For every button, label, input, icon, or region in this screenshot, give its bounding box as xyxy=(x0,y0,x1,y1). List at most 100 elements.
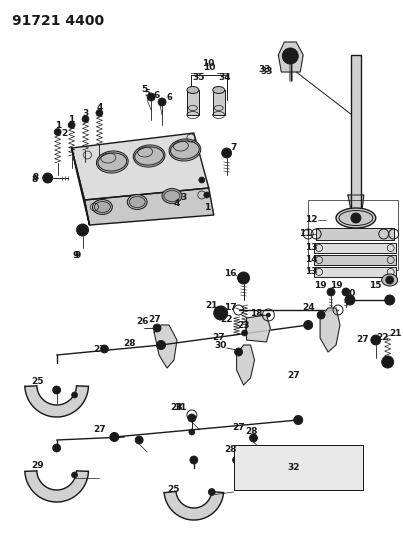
Ellipse shape xyxy=(133,145,165,167)
Text: 22: 22 xyxy=(376,334,389,343)
Text: 2: 2 xyxy=(62,128,68,138)
Text: 13: 13 xyxy=(305,268,318,277)
Circle shape xyxy=(72,392,77,398)
Text: 4: 4 xyxy=(174,199,180,208)
Text: 33: 33 xyxy=(260,68,272,77)
Circle shape xyxy=(342,288,350,296)
Circle shape xyxy=(157,341,166,350)
Circle shape xyxy=(382,356,394,368)
Text: 21: 21 xyxy=(206,301,218,310)
Text: 33: 33 xyxy=(258,66,271,75)
Text: 6: 6 xyxy=(166,93,172,102)
Polygon shape xyxy=(237,345,254,385)
Circle shape xyxy=(222,148,232,158)
Text: 28: 28 xyxy=(245,427,258,437)
Circle shape xyxy=(317,311,325,319)
Text: 17: 17 xyxy=(224,303,237,312)
Text: 27: 27 xyxy=(212,334,225,343)
Text: 8: 8 xyxy=(33,173,39,182)
Polygon shape xyxy=(72,133,209,200)
Circle shape xyxy=(190,456,198,464)
Text: 25: 25 xyxy=(31,377,44,386)
Text: 12: 12 xyxy=(305,215,318,224)
Circle shape xyxy=(218,310,224,316)
Text: 10: 10 xyxy=(202,59,214,68)
Bar xyxy=(234,445,363,490)
Circle shape xyxy=(204,192,210,198)
Text: 18: 18 xyxy=(250,309,263,318)
Circle shape xyxy=(135,436,143,444)
Text: 26: 26 xyxy=(136,318,148,327)
Text: 11: 11 xyxy=(299,230,312,238)
Ellipse shape xyxy=(162,189,182,204)
Circle shape xyxy=(153,324,161,332)
Text: 27: 27 xyxy=(232,424,245,432)
Text: 14: 14 xyxy=(305,255,318,264)
Circle shape xyxy=(208,489,215,496)
Circle shape xyxy=(100,345,108,353)
Circle shape xyxy=(214,306,228,320)
Text: 34: 34 xyxy=(218,74,231,83)
Text: 27: 27 xyxy=(287,370,299,379)
Polygon shape xyxy=(154,325,177,368)
Bar xyxy=(351,55,361,210)
Bar xyxy=(187,90,199,115)
Text: 27: 27 xyxy=(148,316,160,325)
Text: 23: 23 xyxy=(237,321,250,330)
Circle shape xyxy=(77,224,89,236)
Polygon shape xyxy=(247,315,270,342)
Circle shape xyxy=(158,98,166,106)
Circle shape xyxy=(371,335,381,345)
Text: 28: 28 xyxy=(123,338,135,348)
Circle shape xyxy=(96,109,103,117)
Circle shape xyxy=(188,414,196,422)
Circle shape xyxy=(386,276,394,284)
Circle shape xyxy=(53,386,60,394)
Text: 1: 1 xyxy=(69,116,75,125)
Polygon shape xyxy=(320,308,340,352)
Text: 8: 8 xyxy=(31,175,38,184)
Text: 27: 27 xyxy=(93,345,106,354)
Polygon shape xyxy=(85,188,214,225)
Ellipse shape xyxy=(92,199,112,214)
Circle shape xyxy=(82,116,89,123)
Bar xyxy=(314,255,396,265)
Ellipse shape xyxy=(213,86,224,93)
Text: 1: 1 xyxy=(54,122,61,131)
Circle shape xyxy=(68,122,75,128)
Bar xyxy=(316,228,394,240)
Text: 25: 25 xyxy=(168,486,180,495)
Text: 27: 27 xyxy=(93,425,106,434)
Bar xyxy=(234,445,363,490)
Text: 29: 29 xyxy=(31,461,44,470)
Circle shape xyxy=(147,93,155,101)
Text: 31: 31 xyxy=(174,403,187,413)
Text: 19: 19 xyxy=(330,281,342,290)
Circle shape xyxy=(110,432,119,441)
Text: 4: 4 xyxy=(96,103,103,112)
Circle shape xyxy=(294,416,303,424)
Text: 5: 5 xyxy=(144,88,150,98)
Text: 10: 10 xyxy=(203,63,215,72)
Text: 28: 28 xyxy=(171,403,183,413)
Circle shape xyxy=(266,313,270,317)
Polygon shape xyxy=(348,195,364,220)
Ellipse shape xyxy=(169,139,201,161)
Text: 91721 4400: 91721 4400 xyxy=(12,14,104,28)
Text: 32: 32 xyxy=(287,463,299,472)
Bar xyxy=(213,90,224,115)
Circle shape xyxy=(189,429,195,435)
Bar xyxy=(314,243,396,253)
Circle shape xyxy=(327,288,335,296)
Bar xyxy=(308,200,398,270)
Text: 28: 28 xyxy=(224,446,237,455)
Text: 9: 9 xyxy=(74,251,81,260)
Ellipse shape xyxy=(127,195,147,209)
Ellipse shape xyxy=(336,208,376,228)
Text: 3: 3 xyxy=(181,193,187,203)
Text: 13: 13 xyxy=(305,243,318,252)
Circle shape xyxy=(249,434,258,442)
Circle shape xyxy=(345,295,355,305)
Text: 30: 30 xyxy=(214,341,227,350)
Circle shape xyxy=(72,472,77,478)
